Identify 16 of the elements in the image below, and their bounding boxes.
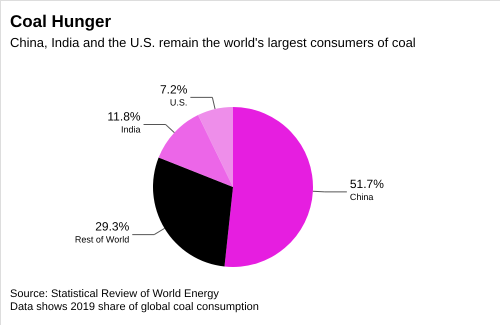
slice-label: U.S. xyxy=(170,97,188,108)
pie-slice xyxy=(153,158,233,267)
text: Data shows 2019 share of global coal consumption xyxy=(10,301,259,313)
data-label: 7.2% xyxy=(160,82,188,96)
data-label: 29.3% xyxy=(95,220,130,234)
chart-title: Coal Hunger xyxy=(10,12,112,31)
pie-slice xyxy=(158,115,233,187)
pie-slice xyxy=(224,107,313,267)
source-note: Source: Statistical Review of World Energy xyxy=(10,288,220,300)
chart-subtitle: China, India and the U.S. remain the world's largest consumers of coal xyxy=(10,35,416,50)
slice-label: Rest of World xyxy=(74,234,130,245)
pie-slice xyxy=(198,107,233,187)
slice-label: China xyxy=(350,192,374,202)
slice-label: India xyxy=(121,124,141,134)
data-label: 51.7% xyxy=(350,176,384,191)
data-label: 11.8% xyxy=(107,109,141,124)
